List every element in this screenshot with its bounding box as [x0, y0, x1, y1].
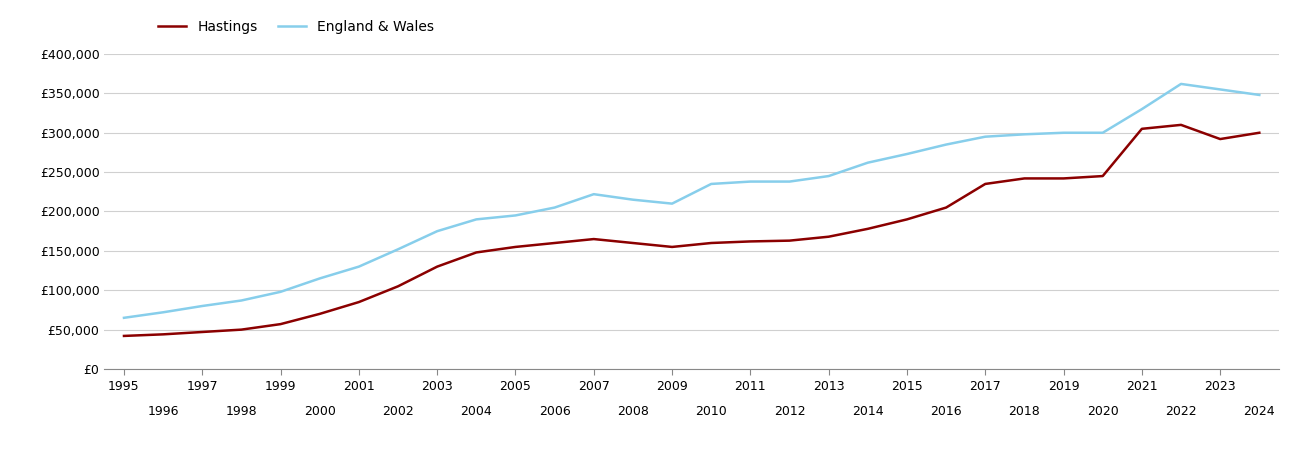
Hastings: [1173, 122, 1189, 127]
Hastings: [155, 332, 171, 337]
Hastings: [1056, 176, 1071, 181]
England & Wales: [625, 197, 641, 202]
Hastings: [625, 240, 641, 246]
Hastings: [977, 181, 993, 187]
Hastings: [703, 240, 719, 246]
Text: 2014: 2014: [852, 405, 883, 418]
England & Wales: [899, 151, 915, 157]
Hastings: [273, 321, 288, 327]
England & Wales: [821, 173, 837, 179]
England & Wales: [116, 315, 132, 320]
England & Wales: [390, 247, 406, 252]
England & Wales: [1056, 130, 1071, 135]
England & Wales: [1173, 81, 1189, 86]
Text: 2020: 2020: [1087, 405, 1118, 418]
Hastings: [782, 238, 797, 243]
Hastings: [1017, 176, 1032, 181]
Hastings: [468, 250, 484, 255]
England & Wales: [1095, 130, 1111, 135]
Hastings: [1095, 173, 1111, 179]
England & Wales: [508, 213, 523, 218]
England & Wales: [664, 201, 680, 206]
Legend: Hastings, England & Wales: Hastings, England & Wales: [158, 20, 435, 34]
England & Wales: [234, 298, 249, 303]
Text: 2024: 2024: [1244, 405, 1275, 418]
Line: England & Wales: England & Wales: [124, 84, 1259, 318]
Text: 2018: 2018: [1009, 405, 1040, 418]
England & Wales: [1251, 92, 1267, 98]
Hastings: [1212, 136, 1228, 142]
Hastings: [899, 216, 915, 222]
Line: Hastings: Hastings: [124, 125, 1259, 336]
Hastings: [312, 311, 328, 317]
Text: 2008: 2008: [617, 405, 649, 418]
Hastings: [586, 236, 602, 242]
Hastings: [821, 234, 837, 239]
Text: 2000: 2000: [304, 405, 335, 418]
Hastings: [1251, 130, 1267, 135]
Text: 2006: 2006: [539, 405, 570, 418]
England & Wales: [312, 276, 328, 281]
England & Wales: [547, 205, 562, 210]
Hastings: [664, 244, 680, 250]
England & Wales: [468, 216, 484, 222]
England & Wales: [1212, 87, 1228, 92]
Hastings: [508, 244, 523, 250]
England & Wales: [860, 160, 876, 165]
England & Wales: [743, 179, 758, 184]
Text: 2010: 2010: [696, 405, 727, 418]
England & Wales: [1134, 106, 1150, 112]
Text: 2004: 2004: [461, 405, 492, 418]
Hastings: [938, 205, 954, 210]
Hastings: [390, 284, 406, 289]
Hastings: [547, 240, 562, 246]
Hastings: [1134, 126, 1150, 131]
Hastings: [194, 329, 210, 335]
England & Wales: [977, 134, 993, 140]
Text: 2012: 2012: [774, 405, 805, 418]
England & Wales: [273, 289, 288, 294]
Hastings: [234, 327, 249, 332]
Hastings: [116, 333, 132, 338]
England & Wales: [1017, 131, 1032, 137]
England & Wales: [351, 264, 367, 269]
Hastings: [860, 226, 876, 231]
England & Wales: [586, 191, 602, 197]
England & Wales: [155, 310, 171, 315]
Text: 1996: 1996: [147, 405, 179, 418]
England & Wales: [782, 179, 797, 184]
Text: 2022: 2022: [1165, 405, 1197, 418]
Text: 1998: 1998: [226, 405, 257, 418]
Hastings: [351, 299, 367, 305]
Hastings: [429, 264, 445, 269]
England & Wales: [194, 303, 210, 309]
England & Wales: [703, 181, 719, 187]
Text: 2016: 2016: [930, 405, 962, 418]
Text: 2002: 2002: [382, 405, 414, 418]
Hastings: [743, 238, 758, 244]
England & Wales: [938, 142, 954, 147]
England & Wales: [429, 229, 445, 234]
